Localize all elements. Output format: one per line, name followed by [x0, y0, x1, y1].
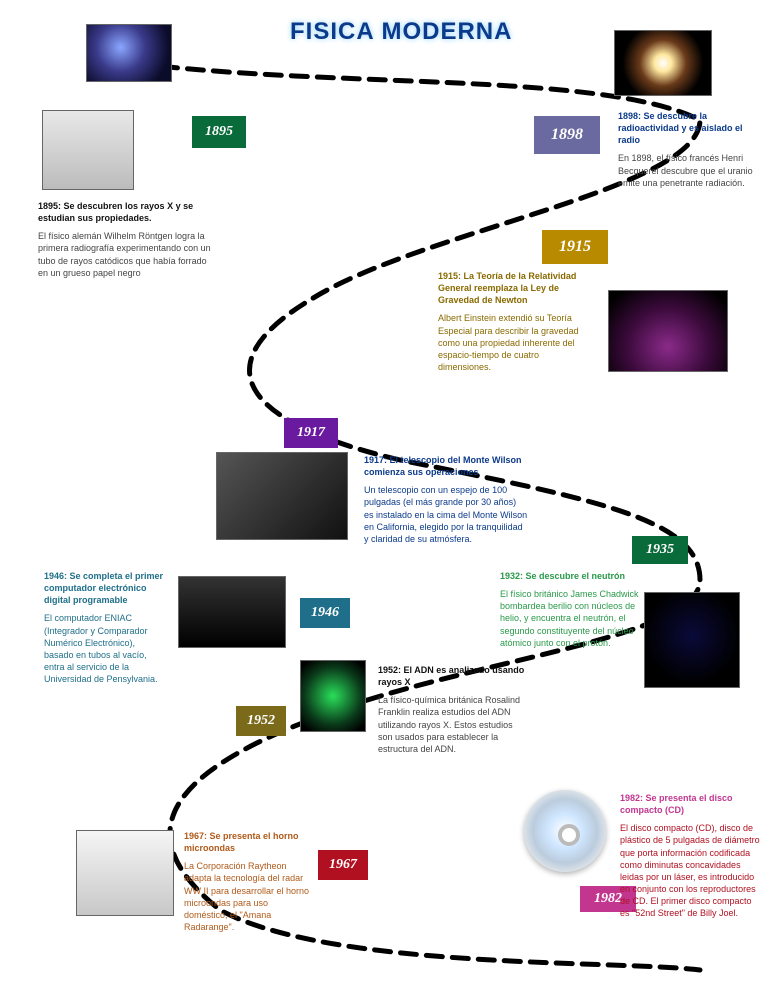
timeline-stage: FISICA MODERNA 1895 1898 1915 1917 1935 1946 19…	[0, 0, 768, 994]
img-neutron	[644, 592, 740, 688]
img-supernova	[614, 30, 712, 96]
block-title: 1895: Se descubren los rayos X y se estu…	[38, 200, 218, 224]
block-title: 1932: Se descubre el neutrón	[500, 570, 648, 582]
block-title: 1946: Se completa el primer computador e…	[44, 570, 164, 606]
year-1935: 1935	[632, 536, 688, 564]
year-1917: 1917	[284, 418, 338, 448]
block-title: 1967: Se presenta el horno microondas	[184, 830, 314, 854]
block-body: El físico alemán Wilhelm Röntgen logra l…	[38, 230, 218, 279]
year-1967: 1967	[318, 850, 368, 880]
block-title: 1917: El telescopio del Monte Wilson com…	[364, 454, 528, 478]
block-b1932: 1932: Se descubre el neutrón El físico br…	[500, 570, 648, 649]
img-eniac	[178, 576, 286, 648]
block-body: En 1898, el físico francés Henri Becquer…	[618, 152, 758, 188]
block-b1917: 1917: El telescopio del Monte Wilson com…	[364, 454, 528, 545]
block-b1982: 1982: Se presenta el disco compacto (CD)…	[620, 792, 760, 919]
year-1895: 1895	[192, 116, 246, 148]
img-dna	[300, 660, 366, 732]
block-b1952: 1952: El ADN es analizado usando rayos X…	[378, 664, 528, 755]
block-body: La Corporación Raytheon adapta la tecnol…	[184, 860, 314, 933]
img-nebula	[86, 24, 172, 82]
block-b1967: 1967: Se presenta el horno microondas La …	[184, 830, 314, 933]
block-title: 1898: Se descubre la radioactividad y es…	[618, 110, 758, 146]
img-spacetime	[608, 290, 728, 372]
block-b1946: 1946: Se completa el primer computador e…	[44, 570, 164, 685]
block-body: Un telescopio con un espejo de 100 pulga…	[364, 484, 528, 545]
block-body: El computador ENIAC (Integrador y Compar…	[44, 612, 164, 685]
block-b1895: 1895: Se descubren los rayos X y se estu…	[38, 200, 218, 279]
block-b1898: 1898: Se descubre la radioactividad y es…	[618, 110, 758, 189]
year-1915: 1915	[542, 230, 608, 264]
page-title: FISICA MODERNA	[290, 18, 512, 46]
block-body: El físico británico James Chadwick bomba…	[500, 588, 648, 649]
block-body: La físico-química británica Rosalind Fra…	[378, 694, 528, 755]
block-title: 1982: Se presenta el disco compacto (CD)	[620, 792, 760, 816]
block-title: 1915: La Teoría de la Relatividad Genera…	[438, 270, 588, 306]
block-body: El disco compacto (CD), disco de plástic…	[620, 822, 760, 919]
block-title: 1952: El ADN es analizado usando rayos X	[378, 664, 528, 688]
block-b1915: 1915: La Teoría de la Relatividad Genera…	[438, 270, 588, 373]
year-1952: 1952	[236, 706, 286, 736]
block-body: Albert Einstein extendió su Teoría Espec…	[438, 312, 588, 373]
year-1898: 1898	[534, 116, 600, 154]
img-cd	[524, 790, 606, 872]
img-microwave	[76, 830, 174, 916]
year-1946: 1946	[300, 598, 350, 628]
img-telescope	[216, 452, 348, 540]
img-xray-hand	[42, 110, 134, 190]
